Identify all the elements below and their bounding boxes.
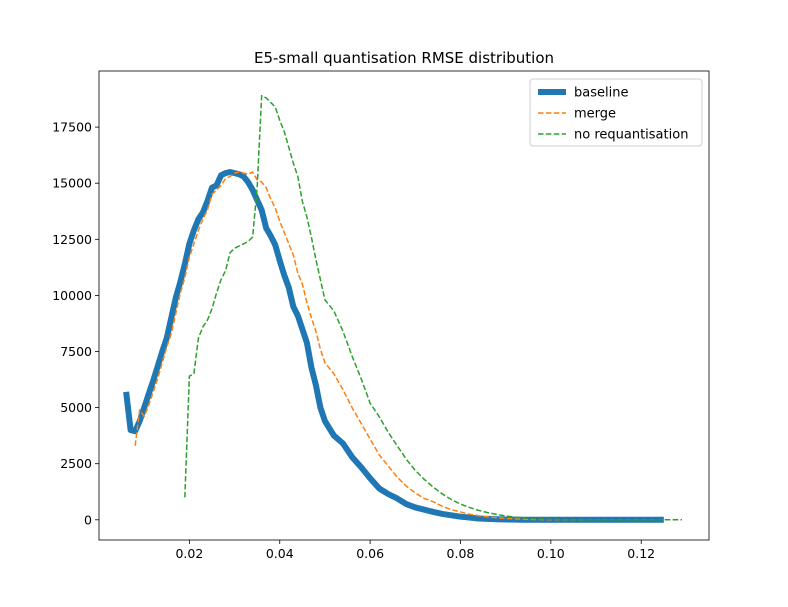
chart-title: E5-small quantisation RMSE distribution bbox=[254, 49, 554, 67]
legend-label: merge bbox=[574, 107, 616, 122]
x-tick-label: 0.12 bbox=[627, 546, 655, 561]
y-tick-label: 7500 bbox=[60, 344, 92, 359]
y-tick-label: 12500 bbox=[52, 232, 92, 247]
x-tick-label: 0.08 bbox=[447, 546, 475, 561]
y-axis: 0 2500 5000 7500 10000 12500 15000 17500 bbox=[52, 120, 99, 527]
series-line-baseline bbox=[123, 168, 664, 523]
x-tick-label: 0.10 bbox=[537, 546, 565, 561]
x-axis: 0.02 0.04 0.06 0.08 0.10 0.12 bbox=[175, 540, 655, 561]
y-tick-label: 0 bbox=[84, 512, 92, 527]
x-tick-label: 0.04 bbox=[266, 546, 294, 561]
x-tick-label: 0.02 bbox=[175, 546, 203, 561]
legend-box bbox=[529, 78, 703, 147]
y-tick-label: 17500 bbox=[52, 120, 92, 135]
series-line-no-requantisation bbox=[184, 94, 682, 521]
plot-area: 0.02 0.04 0.06 0.08 0.10 0.12 0 2500 5000 7500 10… bbox=[52, 70, 710, 561]
y-tick-label: 2500 bbox=[60, 456, 92, 471]
legend: baseline merge no requantisation bbox=[529, 78, 703, 147]
legend-label: no requantisation bbox=[574, 128, 688, 143]
series-line-merge bbox=[134, 171, 682, 521]
y-tick-label: 10000 bbox=[52, 288, 92, 303]
x-tick-label: 0.06 bbox=[356, 546, 384, 561]
series-layer bbox=[123, 94, 682, 523]
axes-frame bbox=[98, 70, 710, 541]
legend-label: baseline bbox=[574, 86, 628, 101]
y-tick-label: 15000 bbox=[52, 176, 92, 191]
y-tick-label: 5000 bbox=[60, 400, 92, 415]
